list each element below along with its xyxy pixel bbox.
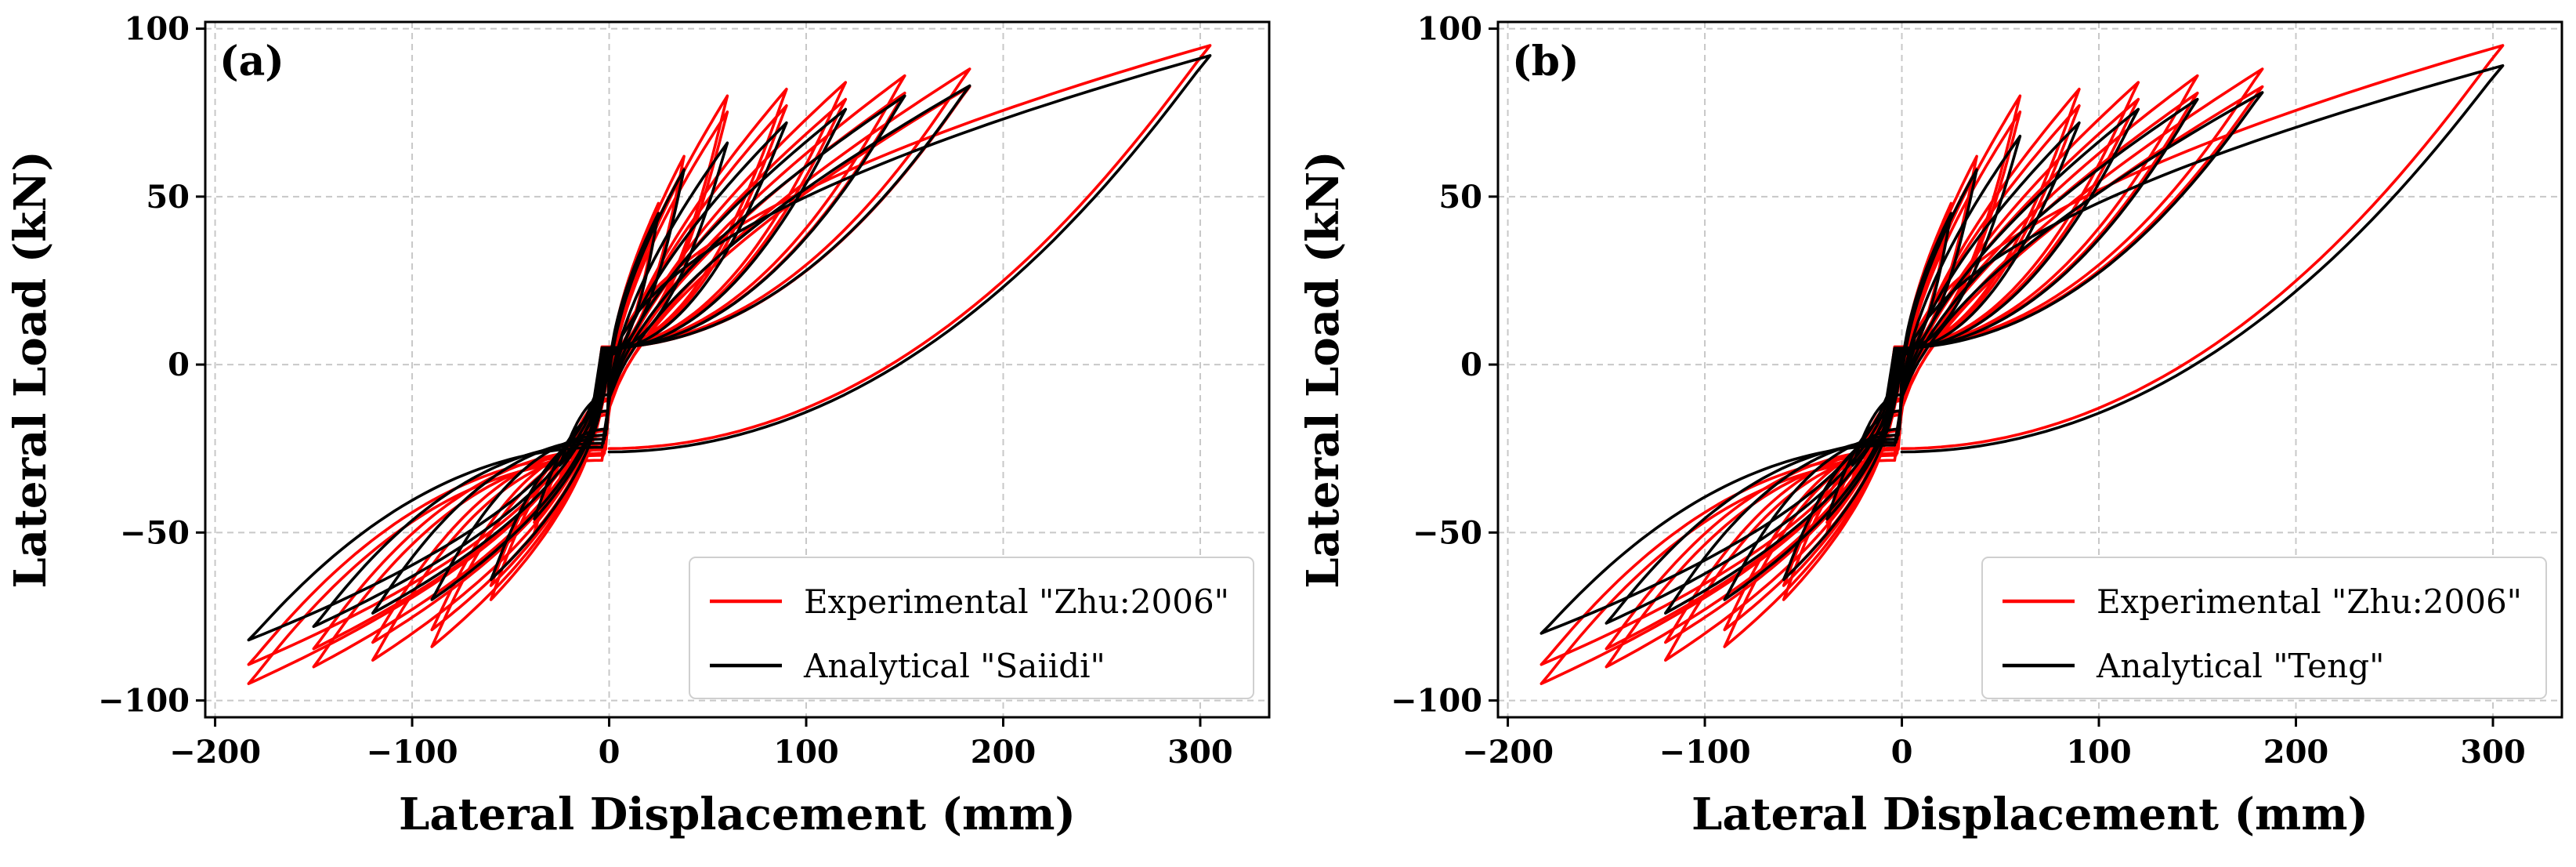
panel-a: −200 −100 0 100 200 300 −100 −50 0 50 100 Lateral D… <box>5 11 1271 840</box>
legend-label: Experimental "Zhu:2006" <box>2097 582 2522 621</box>
series-analytical <box>247 54 1212 642</box>
grid <box>205 22 1269 717</box>
y-tick-label: −50 <box>1413 514 1482 551</box>
x-axis-label: Lateral Displacement (mm) <box>1691 789 2368 840</box>
legend-label: Experimental "Zhu:2006" <box>804 582 1229 621</box>
x-tick-label: 0 <box>599 734 620 771</box>
x-tick-label: 0 <box>1891 734 1913 771</box>
hysteresis-loop <box>1900 63 2505 454</box>
plot-area <box>1539 44 2505 685</box>
grid <box>1498 22 2562 717</box>
x-tick-label: 200 <box>971 734 1037 771</box>
x-tick-label: −100 <box>1659 734 1751 771</box>
legend-label: Analytical "Teng" <box>2096 647 2384 685</box>
legend-label: Analytical "Saiidi" <box>803 647 1105 685</box>
legend: Experimental "Zhu:2006" Analytical "Teng" <box>1981 557 2547 699</box>
x-tick-label: 300 <box>1167 734 1233 771</box>
series-analytical <box>1539 63 2505 635</box>
y-tick-label: 50 <box>146 179 190 216</box>
y-tick-label: −100 <box>1391 683 1482 720</box>
x-axis-label: Lateral Displacement (mm) <box>399 789 1076 840</box>
hysteresis-loop <box>1539 91 2264 635</box>
y-tick-label: 0 <box>168 346 190 383</box>
x-tick-label: −100 <box>367 734 458 771</box>
x-tick-label: 100 <box>773 734 839 771</box>
x-tick-label: 300 <box>2460 734 2526 771</box>
x-tick-label: 100 <box>2066 734 2132 771</box>
hysteresis-loop <box>1900 44 2505 450</box>
y-axis-label: Lateral Load (kN) <box>1297 151 1349 588</box>
y-tick-label: 0 <box>1460 346 1482 383</box>
plot-frame <box>204 20 1271 719</box>
x-tick-label: −200 <box>169 734 261 771</box>
hysteresis-loop <box>607 44 1212 450</box>
panel-label: (b) <box>1512 38 1579 85</box>
plot-area <box>247 44 1212 685</box>
plot-frame <box>1496 20 2563 719</box>
y-tick-label: 100 <box>1417 11 1483 48</box>
panel-b: −200 −100 0 100 200 300 −100 −50 0 50 100 Lateral D… <box>1297 11 2563 840</box>
panel-label: (a) <box>219 38 284 85</box>
hysteresis-loop <box>607 54 1212 454</box>
y-tick-label: 100 <box>125 11 190 48</box>
x-tick-label: −200 <box>1462 734 1554 771</box>
y-tick-label: −100 <box>98 683 190 720</box>
legend-box <box>1981 557 2547 699</box>
legend: Experimental "Zhu:2006" Analytical "Saiid… <box>689 557 1254 699</box>
y-tick-label: 50 <box>1438 179 1482 216</box>
legend-box <box>689 557 1254 699</box>
x-tick-label: 200 <box>2263 734 2329 771</box>
y-axis-label: Lateral Load (kN) <box>5 151 56 588</box>
hysteresis-loop <box>247 84 971 642</box>
y-tick-label: −50 <box>120 514 190 551</box>
